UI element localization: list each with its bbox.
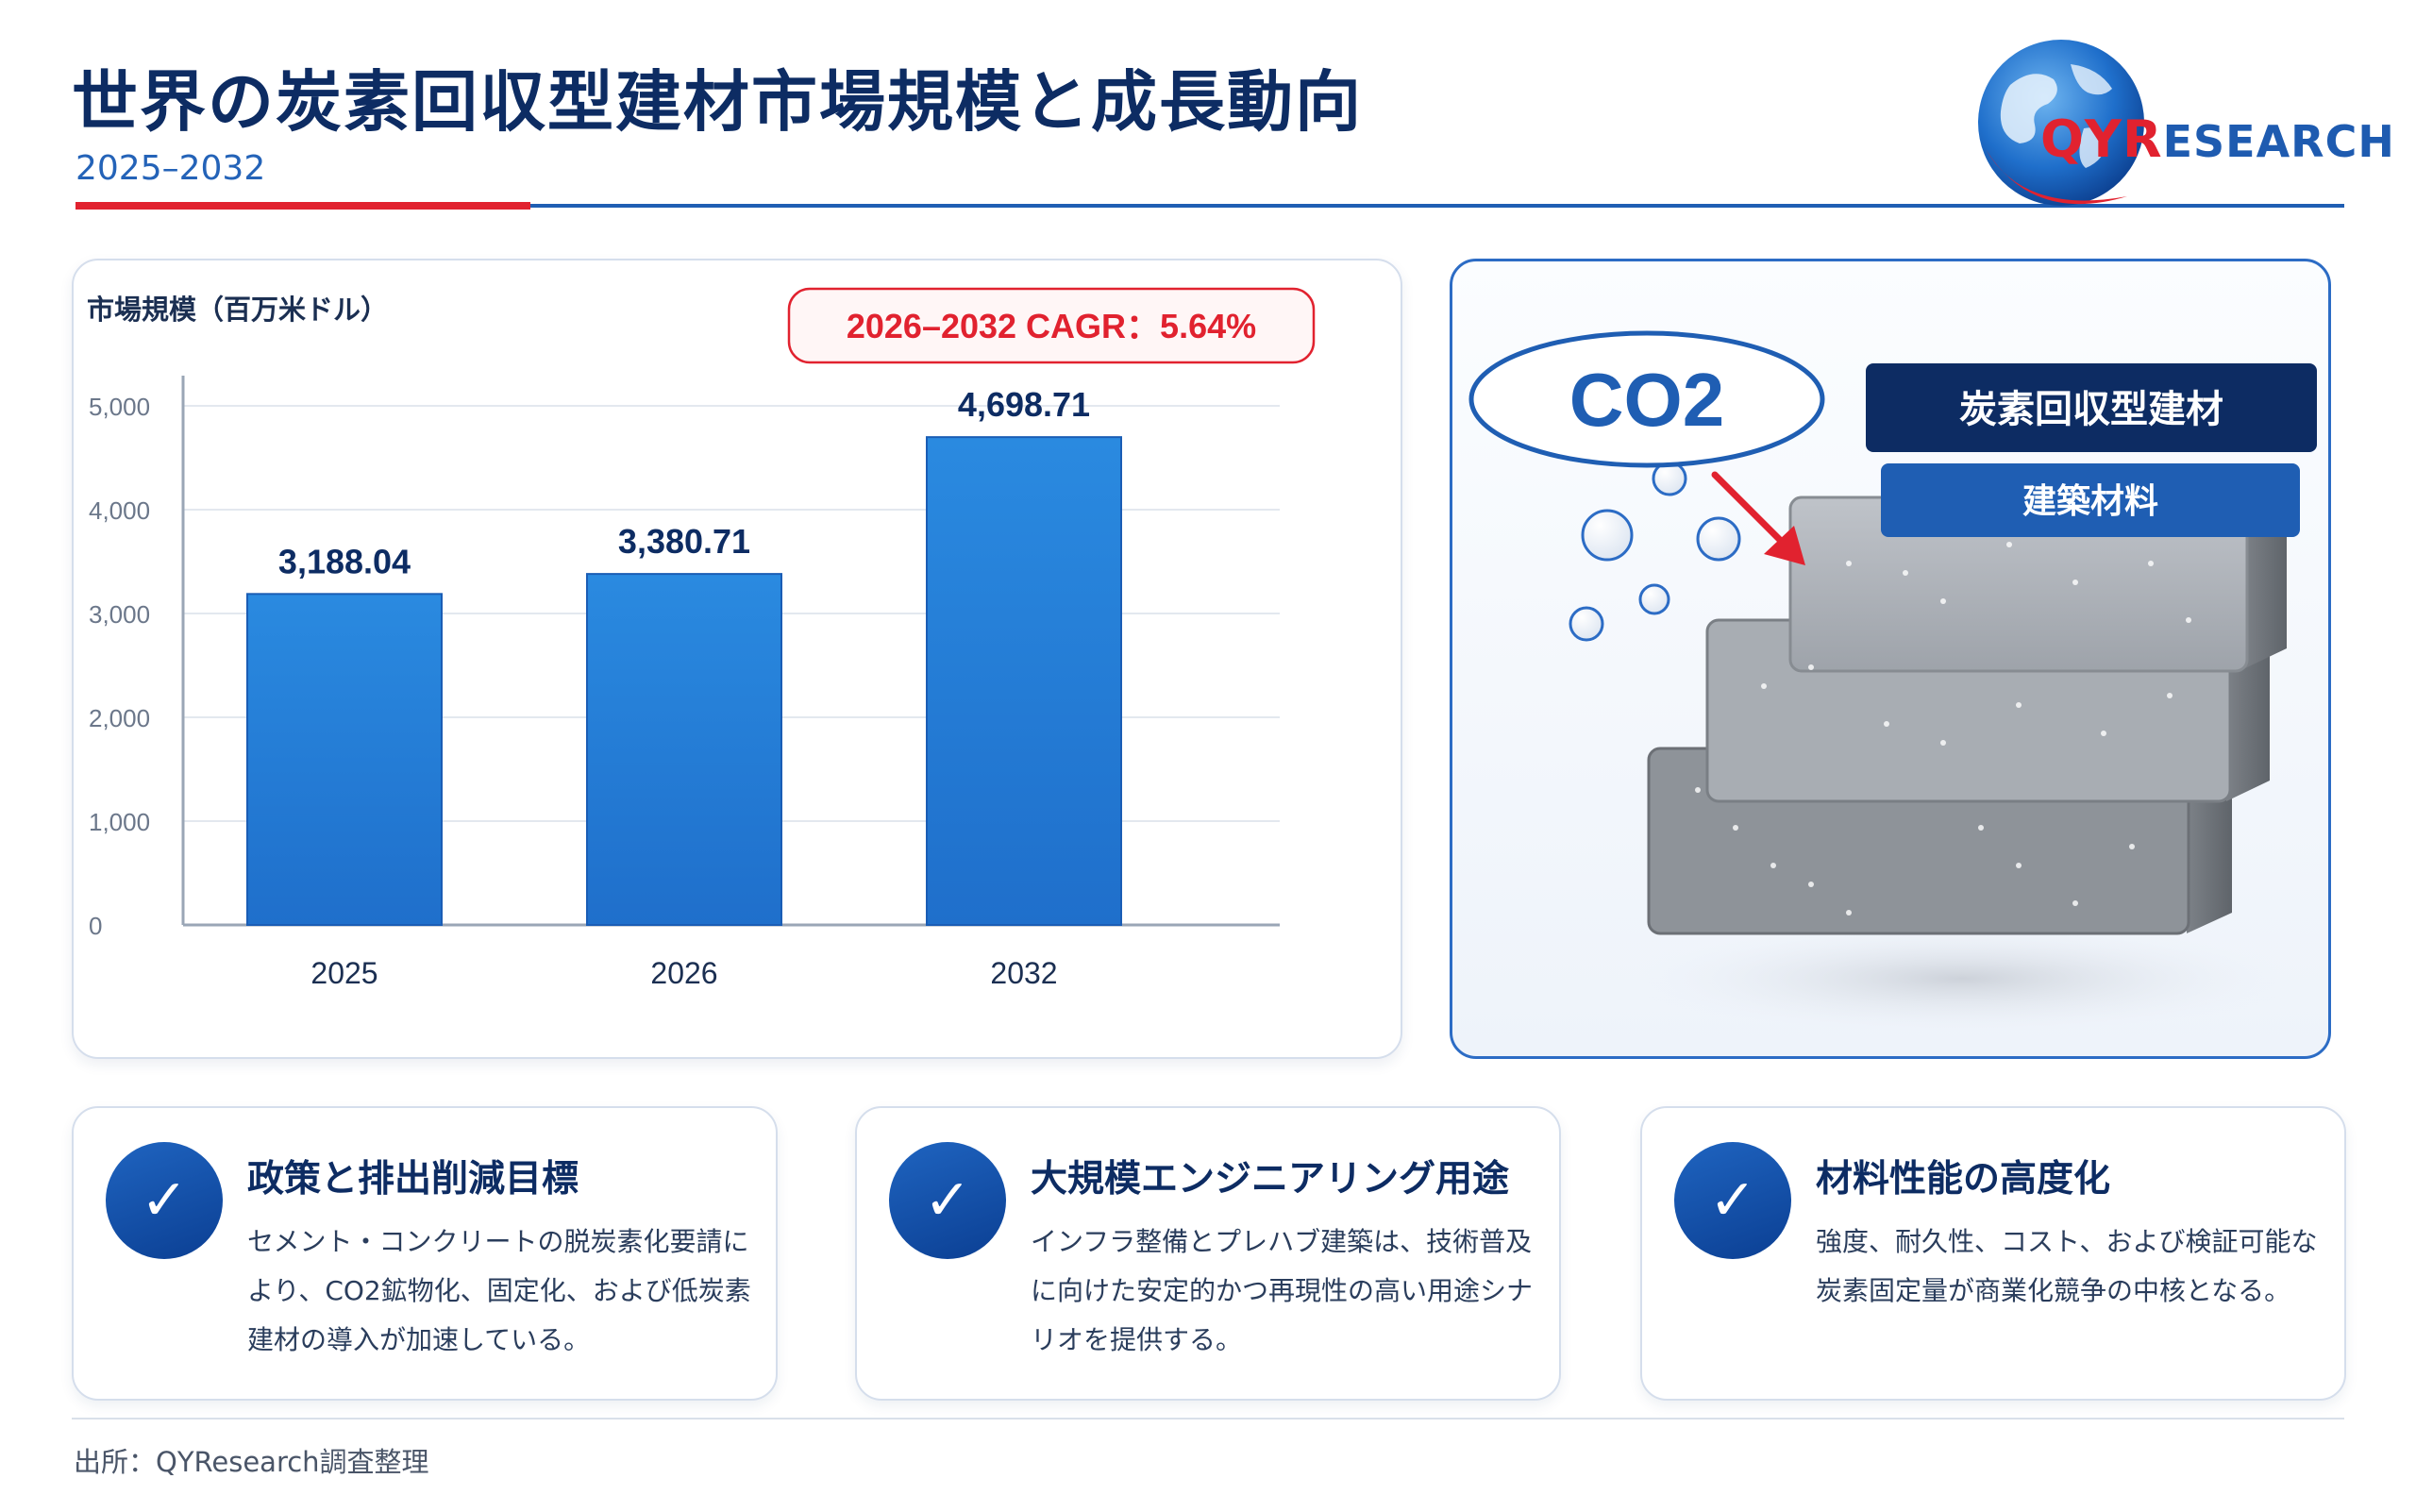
footer-divider	[72, 1418, 2344, 1420]
check-icon: ✓	[106, 1142, 223, 1259]
feature-card-engineering: ✓ 大規模エンジニアリング用途 インフラ整備とプレハブ建築は、技術普及に向けた安…	[855, 1106, 1561, 1401]
source-note: 出所：QYResearch調査整理	[74, 1446, 429, 1478]
carbon-building-material-illustration: CO2 炭素回収型建材 建築材料	[1468, 330, 2317, 1035]
logo-wordmark: QYRESEARCH	[2040, 109, 2395, 169]
check-icon: ✓	[889, 1142, 1006, 1259]
co2-label: CO2	[1569, 358, 1725, 442]
tag-primary	[1866, 363, 2317, 452]
check-icon: ✓	[1674, 1142, 1791, 1259]
bar-value-label: 3,380.71	[618, 522, 750, 561]
tag-primary-label: 炭素回収型建材	[1959, 389, 2223, 430]
globe-logo-icon	[1978, 40, 2144, 206]
arrow-icon	[1711, 471, 1805, 565]
x-tick-label: 2032	[990, 956, 1057, 990]
ground-shadow	[1622, 922, 2302, 1035]
feature-card-performance: ✓ 材料性能の高度化 強度、耐久性、コスト、および検証可能な炭素固定量が商業化競…	[1640, 1106, 2346, 1401]
y-tick-label: 4,000	[89, 496, 150, 525]
y-tick-label: 1,000	[89, 808, 150, 836]
feature-body: 強度、耐久性、コスト、および検証可能な炭素固定量が商業化競争の中核となる。	[1816, 1226, 2318, 1306]
chart-panel: 市場規模（百万米ドル） 2026–2032 CAGR：5.64% 0 1,000 2…	[72, 259, 1402, 1059]
material-speckles	[1695, 542, 2191, 916]
period-label: 2025–2032	[76, 149, 266, 188]
page-title: 世界の炭素回収型建材市場規模と成長動向	[72, 63, 1363, 141]
header-accent-bar	[76, 202, 530, 210]
x-tick-label: 2026	[650, 956, 717, 990]
bar	[586, 573, 782, 926]
feature-title: 材料性能の高度化	[1816, 1158, 2111, 1201]
y-tick-label: 2,000	[89, 704, 150, 732]
feature-card-policy: ✓ 政策と排出削減目標 セメント・コンクリートの脱炭素化要請により、CO2鉱物化…	[72, 1106, 778, 1401]
y-tick-label: 3,000	[89, 600, 150, 629]
header-divider	[76, 204, 2344, 208]
bar-value-label: 3,188.04	[278, 542, 411, 580]
feature-title: 政策と排出削減目標	[247, 1158, 579, 1201]
cagr-badge	[787, 287, 1316, 364]
y-axis-title: 市場規模（百万米ドル）	[87, 294, 388, 326]
co2-speech-bubble	[1468, 330, 1825, 468]
bar	[926, 436, 1122, 926]
bar-value-label: 4,698.71	[958, 385, 1090, 424]
bar-chart: 市場規模（百万米ドル） 2026–2032 CAGR：5.64% 0 1,000 2…	[87, 287, 1316, 990]
y-tick-label: 0	[89, 912, 102, 940]
feature-body: インフラ整備とプレハブ建築は、技術普及に向けた安定的かつ再現性の高い用途シナリオ…	[1031, 1226, 1534, 1355]
tag-secondary-label: 建築材料	[2022, 481, 2158, 520]
bar	[246, 593, 443, 926]
y-tick-label: 5,000	[89, 393, 150, 421]
illustration-panel: CO2 炭素回収型建材 建築材料	[1450, 259, 2331, 1059]
feature-body: セメント・コンクリートの脱炭素化要請により、CO2鉱物化、固定化、および低炭素建…	[247, 1226, 751, 1355]
tag-secondary	[1881, 463, 2300, 537]
x-tick-label: 2025	[310, 956, 378, 990]
feature-title: 大規模エンジニアリング用途	[1031, 1158, 1510, 1201]
co2-bubbles	[1569, 461, 1741, 642]
cagr-label: 2026–2032 CAGR：5.64%	[847, 307, 1256, 345]
